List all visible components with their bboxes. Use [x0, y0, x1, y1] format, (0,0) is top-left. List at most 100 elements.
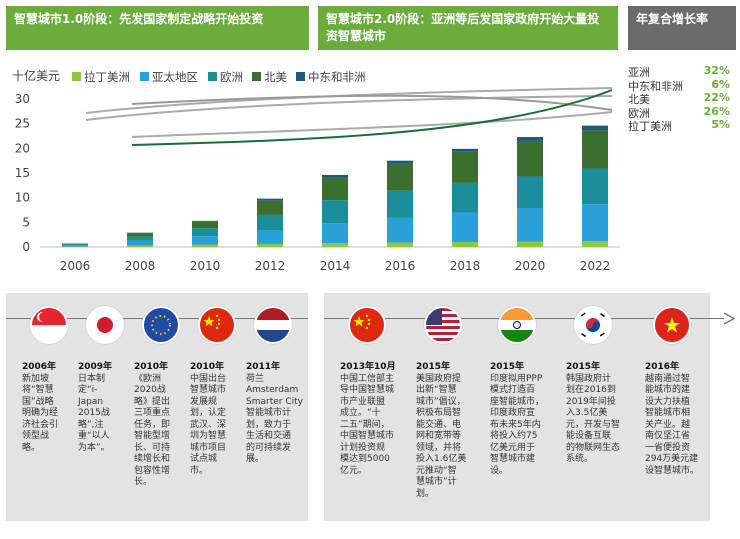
legend-label: 拉丁美洲 — [84, 70, 130, 84]
event-description: 印度拟用PPP 模式打造百 座智能城市， 印度政府宣 布未来5年内 将投入约75… — [490, 373, 545, 476]
timeline-event: 2011年 荷兰 Amsterdam Smarter City 智能城市计 划，致… — [246, 362, 306, 466]
cagr-row: 欧洲 26% — [628, 105, 736, 121]
trend-curve — [131, 89, 613, 146]
y-tick-label: 0 — [22, 240, 30, 254]
bar-segment — [127, 233, 153, 237]
event-description: 美国政府提 出新“智慧 城市”倡议， 积极布局智 能交通、电 网和宽带等 领域，… — [416, 373, 467, 499]
netherlands-flag-icon — [254, 306, 292, 344]
y-tick-label: 10 — [15, 191, 30, 205]
bar-segment — [452, 242, 478, 247]
event-year: 2009年 — [78, 362, 113, 372]
china-flag-icon — [198, 306, 236, 344]
event-year: 2013年10月 — [340, 362, 396, 372]
bar-segment — [387, 160, 413, 164]
x-tick-label: 2022 — [580, 259, 611, 273]
bar-segment — [387, 190, 413, 218]
korea-flag-icon — [574, 306, 612, 344]
timeline-arrow-icon — [723, 312, 736, 325]
bar-segment — [257, 198, 283, 201]
cagr-banner: 年复合增长率 — [628, 6, 736, 50]
cagr-region: 欧洲 — [628, 106, 650, 120]
cagr-value: 22% — [703, 91, 730, 104]
legend-swatch — [208, 72, 217, 81]
cagr-value: 26% — [703, 104, 730, 118]
bar-segment — [582, 241, 608, 247]
y-tick-label: 25 — [15, 117, 30, 131]
bar-segment — [452, 151, 478, 183]
timeline-event: 2013年10月 中国工信部主 导中国智慧城 市产业联盟 成立。“十 二五”期间，… — [340, 362, 412, 477]
x-tick-label: 2014 — [320, 259, 351, 273]
cagr-row: 中东和非洲 6% — [628, 78, 736, 94]
bar-segment — [322, 223, 348, 244]
event-year: 2006年 — [22, 362, 57, 372]
bar-segment — [452, 148, 478, 152]
bar-segment — [192, 221, 218, 229]
cagr-region: 中东和非洲 — [628, 79, 683, 93]
bar-segment — [192, 236, 218, 245]
bar-segment — [387, 242, 413, 247]
cagr-value: 32% — [703, 64, 730, 77]
bar-segment — [387, 163, 413, 191]
vietnam-flag-icon — [653, 306, 691, 344]
cagr-row: 亚洲 32% — [628, 64, 736, 80]
cagr-banner-text: 年复合增长率 — [636, 12, 709, 26]
cagr-region: 拉丁美洲 — [628, 120, 672, 133]
bar-segment — [517, 241, 543, 247]
bar-segment — [322, 243, 348, 247]
eu-flag-icon — [142, 306, 180, 344]
phase2-banner-text: 智慧城市2.0阶段：亚洲等后发国家政府开始大量投资智慧城市 — [326, 12, 600, 43]
bar-segment — [257, 214, 283, 231]
y-tick-label: 15 — [15, 166, 30, 180]
x-tick-label: 2008 — [125, 259, 156, 273]
cagr-value: 5% — [711, 118, 730, 131]
timeline-event: 2016年 越南通过智 能城市的建 设大力扶植 智能城市相 关产业。越 南仅坚江省… — [645, 362, 717, 477]
cagr-row: 拉丁美洲 5% — [628, 118, 736, 134]
timeline-event: 2015年 韩国政府计 划在2016到 2019年间投 入3.5亿美 元，开发与智… — [566, 362, 638, 466]
bar-segment — [257, 200, 283, 215]
timeline-event: 2010年 《欧洲 2020战 略》提出 三项重点 任务，即 智能型增 长、可持 … — [134, 362, 194, 489]
bar-segment — [62, 245, 88, 247]
bar-segment — [582, 204, 608, 242]
bar-segment — [582, 125, 608, 131]
bar-segment — [257, 230, 283, 245]
cagr-region: 亚洲 — [628, 66, 650, 79]
bar-stacks — [62, 125, 608, 247]
y-tick-label: 30 — [15, 92, 30, 106]
x-tick-label: 2020 — [515, 259, 546, 273]
bar-segment — [127, 232, 153, 234]
china-flag-icon — [348, 306, 386, 344]
india-flag-icon — [498, 306, 536, 344]
bar-segment — [582, 168, 608, 205]
event-year: 2016年 — [645, 362, 680, 372]
event-description: 越南通过智 能城市的建 设大力扶植 智能城市相 关产业。越 南仅坚江省 一省便投… — [645, 373, 700, 476]
x-tick-label: 2018 — [450, 259, 481, 273]
legend-swatch — [296, 72, 305, 81]
x-tick-label: 2006 — [60, 259, 91, 273]
x-tick-label: 2012 — [255, 259, 286, 273]
timeline-event: 2015年 印度拟用PPP 模式打造百 座智能城市， 印度政府宣 布未来5年内 将… — [490, 362, 562, 477]
legend-swatch — [72, 72, 81, 81]
event-description: 日本制 定“i- Japan 2015战 略”,注 重“以人 为本”。 — [78, 373, 110, 453]
timeline-event: 2009年 日本制 定“i- Japan 2015战 略”,注 重“以人 为本”。 — [78, 362, 138, 454]
legend-label: 亚太地区 — [152, 70, 198, 84]
event-year: 2015年 — [416, 362, 451, 372]
bar-segment — [582, 130, 608, 169]
event-year: 2015年 — [490, 362, 525, 372]
bar-segment — [127, 236, 153, 241]
cagr-row: 北美 22% — [628, 91, 736, 107]
x-axis: 2006 2008 2010 2012 2014 2016 2018 2020 2022 — [60, 259, 611, 273]
bar-segment — [517, 208, 543, 242]
bar-segment — [192, 220, 218, 222]
phase2-banner: 智慧城市2.0阶段：亚洲等后发国家政府开始大量投资智慧城市 — [318, 6, 618, 50]
legend-swatch — [252, 72, 261, 81]
event-description: 中国工信部主 导中国智慧城 市产业联盟 成立。“十 二五”期间， 中国智慧城市 … — [340, 373, 395, 476]
market-chart: 十亿美元 拉丁美洲 亚太地区 欧洲 北美 中东和非洲 0 5 10 15 20 25 30 2006… — [12, 68, 620, 273]
bar-segment — [452, 182, 478, 213]
event-year: 2010年 — [190, 362, 225, 372]
event-year: 2015年 — [566, 362, 601, 372]
bar-segment — [127, 245, 153, 247]
y-axis-label: 十亿美元 — [12, 68, 60, 83]
japan-flag-icon — [86, 306, 124, 344]
bar-segment — [322, 177, 348, 201]
y-tick-label: 5 — [22, 215, 30, 229]
